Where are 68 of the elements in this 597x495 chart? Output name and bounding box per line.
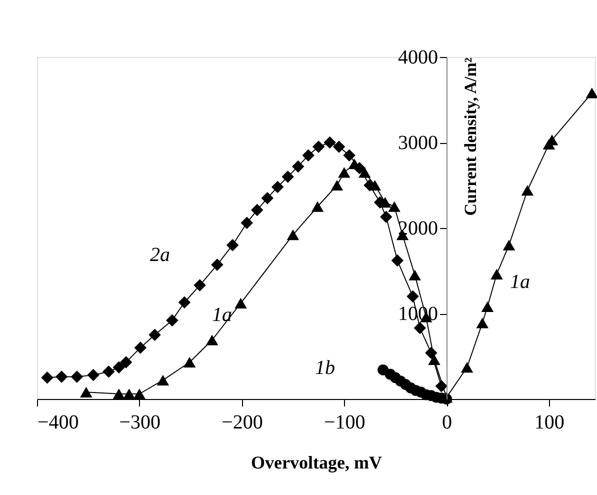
point xyxy=(80,386,92,398)
point xyxy=(378,197,392,208)
point xyxy=(134,342,147,354)
y-axis-title: Current density, A/m² xyxy=(461,58,480,216)
y-tick-label: 4000 xyxy=(398,46,438,68)
point xyxy=(282,170,294,183)
annotation: 2a xyxy=(150,244,170,266)
point xyxy=(332,140,346,153)
point xyxy=(70,370,84,383)
point xyxy=(166,314,178,326)
point xyxy=(338,167,350,178)
point xyxy=(240,216,254,229)
point xyxy=(368,180,381,191)
point xyxy=(414,322,426,334)
point xyxy=(112,361,126,374)
point xyxy=(234,298,247,309)
x-tick-label: 100 xyxy=(534,412,564,434)
x-tick-label: −300 xyxy=(119,412,161,434)
point xyxy=(261,192,274,204)
y-tick-label: 3000 xyxy=(398,132,438,154)
point xyxy=(102,366,115,378)
point xyxy=(490,268,503,280)
point xyxy=(271,180,284,194)
point xyxy=(324,136,336,149)
point xyxy=(343,149,356,162)
point xyxy=(428,354,440,365)
point xyxy=(178,296,191,309)
point xyxy=(406,290,419,303)
point xyxy=(211,258,224,271)
point xyxy=(120,356,132,368)
point xyxy=(87,368,100,382)
point xyxy=(311,201,324,212)
point xyxy=(148,328,161,341)
point xyxy=(521,185,534,196)
x-tick-label: 0 xyxy=(442,412,452,434)
point xyxy=(55,370,68,383)
annotation: 1b xyxy=(315,357,335,379)
point xyxy=(123,388,136,400)
point xyxy=(292,160,304,173)
point xyxy=(391,254,404,267)
x-tick-label: −200 xyxy=(222,412,263,434)
point xyxy=(41,372,54,384)
point xyxy=(502,240,516,250)
point xyxy=(408,270,421,280)
point xyxy=(183,356,196,368)
point xyxy=(312,140,325,153)
point xyxy=(206,334,218,346)
point xyxy=(286,230,300,240)
point xyxy=(251,204,264,216)
point xyxy=(586,88,597,98)
point xyxy=(476,318,488,328)
x-tick-label: −100 xyxy=(324,412,366,434)
x-tick-label: −400 xyxy=(38,412,79,434)
point xyxy=(156,374,170,386)
annotation: 1a xyxy=(510,271,530,293)
point xyxy=(388,201,400,212)
point xyxy=(226,238,239,252)
point xyxy=(380,210,392,224)
point xyxy=(194,279,206,292)
point xyxy=(481,301,494,312)
annotation: 1a xyxy=(212,304,232,326)
point xyxy=(460,362,474,373)
point xyxy=(302,149,314,162)
point xyxy=(112,388,126,400)
x-axis-title: Overvoltage, mV xyxy=(251,452,382,472)
point xyxy=(133,388,146,400)
point xyxy=(330,180,344,191)
point xyxy=(358,167,371,178)
